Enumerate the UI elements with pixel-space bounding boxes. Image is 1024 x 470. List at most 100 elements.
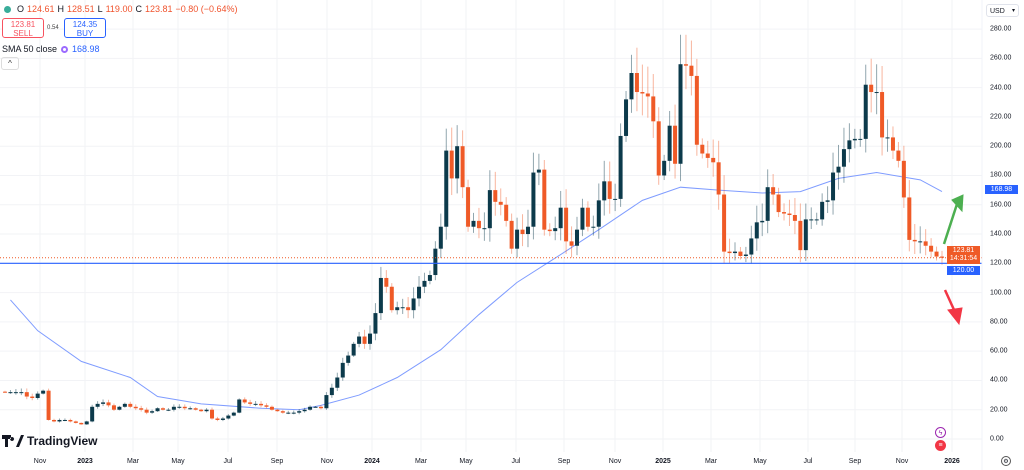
buy-price: 124.35 <box>72 20 98 29</box>
change-value: −0.80 (−0.64%) <box>175 4 238 14</box>
candle-down <box>182 406 187 409</box>
candle-up <box>754 222 759 239</box>
candle-up <box>743 254 748 256</box>
candle-down <box>133 406 138 409</box>
candle-up <box>13 392 18 394</box>
us-flag-event-icon[interactable]: ≡ <box>935 440 946 451</box>
candle-down <box>792 215 797 221</box>
candle-up <box>487 190 492 229</box>
candle-down <box>700 144 705 154</box>
candle-up <box>624 99 629 136</box>
price-tick: 20.00 <box>990 406 1008 414</box>
sma-50-line <box>10 172 943 411</box>
candle-up <box>836 166 841 173</box>
buy-button[interactable]: 124.35 BUY <box>64 18 106 38</box>
candle-down <box>569 241 574 246</box>
candle-up <box>286 412 291 414</box>
close-value: 123.81 <box>144 4 173 14</box>
candle-down <box>406 307 411 311</box>
time-tick: 2026 <box>944 458 960 465</box>
candle-down <box>199 409 204 412</box>
candle-up <box>166 409 171 411</box>
candle-down <box>683 64 688 66</box>
candle-down <box>564 207 569 242</box>
arrow-up-annotation[interactable] <box>942 194 964 245</box>
low-label: L <box>97 4 103 14</box>
tradingview-logo[interactable]: TradingView <box>2 434 97 448</box>
candle-down <box>716 162 721 195</box>
candle-up <box>57 419 62 422</box>
candle-down <box>318 406 323 409</box>
candle-down <box>389 286 394 311</box>
candle-down <box>493 190 498 202</box>
candle-up <box>558 207 563 229</box>
sell-price: 123.81 <box>10 20 36 29</box>
candle-down <box>476 220 481 229</box>
candle-up <box>885 137 890 139</box>
candle-up <box>863 84 868 139</box>
candle-up <box>117 406 122 410</box>
lightning-event-icon[interactable]: ϟ <box>935 427 946 438</box>
open-label: O <box>17 4 25 14</box>
candle-down <box>215 418 220 420</box>
time-tick: Sep <box>848 458 862 465</box>
candle-up <box>515 229 520 249</box>
candle-up <box>90 406 95 422</box>
candle-down <box>890 137 895 151</box>
candle-down <box>259 403 264 406</box>
currency-dropdown[interactable]: USD ▾ <box>986 4 1019 17</box>
candle-down <box>498 201 503 205</box>
candle-down <box>640 92 645 94</box>
time-tick: 2025 <box>655 458 671 465</box>
candle-up <box>313 406 318 408</box>
candle-down <box>160 408 165 410</box>
candle-down <box>727 251 732 254</box>
candle-up <box>95 403 100 407</box>
arrow-down-annotation[interactable] <box>943 289 963 326</box>
open-value: 124.61 <box>27 4 55 14</box>
candle-down <box>275 409 280 412</box>
candle-down <box>73 421 78 423</box>
candle-up <box>847 140 852 150</box>
candle-up <box>155 408 160 412</box>
candle-down <box>384 277 389 287</box>
candle-up <box>814 219 819 221</box>
high-value: 128.51 <box>67 4 95 14</box>
candle-up <box>803 219 808 251</box>
candle-down <box>722 194 727 252</box>
candle-down <box>585 207 590 227</box>
candles-layer <box>3 34 944 425</box>
time-tick: Mar <box>126 458 140 465</box>
low-value: 119.00 <box>105 4 133 14</box>
candle-up <box>531 172 536 227</box>
loading-ring-icon <box>61 45 69 53</box>
settings-gear-icon[interactable]: ⚙ <box>1001 456 1011 466</box>
candle-up <box>177 406 182 408</box>
candle-up <box>253 403 258 405</box>
time-tick: May <box>171 458 185 465</box>
candle-down <box>738 251 743 256</box>
candle-up <box>237 399 242 413</box>
candle-up <box>150 411 155 413</box>
collapse-legend-button[interactable]: ^ <box>1 57 19 70</box>
candle-up <box>19 392 24 394</box>
candle-down <box>901 160 906 198</box>
price-tick: 60.00 <box>990 347 1008 355</box>
candle-up <box>662 160 667 176</box>
sma-legend[interactable]: SMA 50 close 168.98 <box>2 44 100 54</box>
sell-button[interactable]: 123.81 SELL <box>2 18 44 38</box>
candle-down <box>264 405 269 407</box>
price-tick: 40.00 <box>990 376 1008 384</box>
candle-up <box>84 421 89 425</box>
candle-up <box>188 408 193 410</box>
price-tick: 0.00 <box>990 435 1004 443</box>
chevron-down-icon: ▾ <box>1011 8 1015 14</box>
currency-label: USD <box>990 8 1005 15</box>
candle-down <box>79 422 84 425</box>
candle-up <box>760 220 765 223</box>
candle-down <box>466 187 471 227</box>
candle-up <box>231 412 236 416</box>
candle-up <box>444 150 449 227</box>
candle-down <box>771 187 776 195</box>
